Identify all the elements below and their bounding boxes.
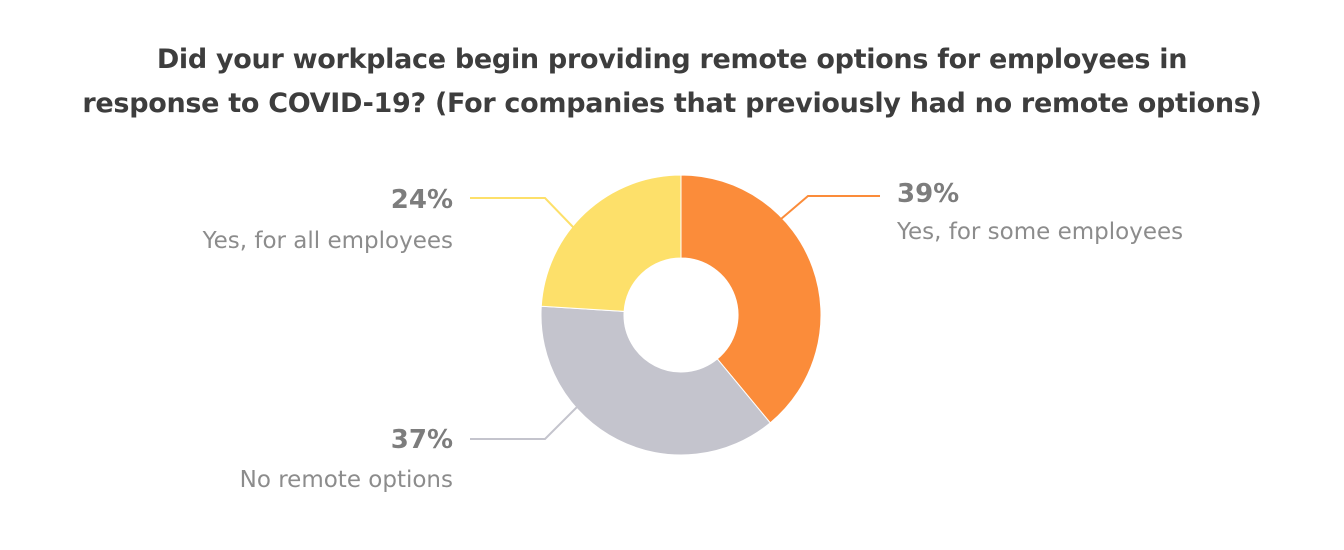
leader-line-no-remote — [470, 406, 578, 440]
chart-title-line-1: Did your workplace begin providing remot… — [156, 44, 1188, 75]
slice-no-remote — [540, 305, 771, 456]
chart-title-line-2: response to COVID-19? (For companies tha… — [82, 88, 1262, 119]
slice-label-no-remote: No remote options — [240, 467, 453, 493]
slice-label-yes-all: Yes, for all employees — [202, 228, 453, 254]
slice-value-no-remote: 37% — [391, 425, 453, 455]
leader-line-yes-some — [780, 195, 880, 220]
slice-value-yes-all: 24% — [391, 185, 453, 215]
slice-yes-all — [540, 174, 682, 312]
donut-slices — [540, 174, 822, 456]
slice-yes-some — [680, 174, 822, 424]
slice-label-yes-some: Yes, for some employees — [896, 219, 1183, 245]
leader-line-yes-all — [470, 197, 574, 228]
slice-value-yes-some: 39% — [897, 179, 959, 209]
chart-title: Did your workplace begin providing remot… — [0, 38, 1344, 126]
